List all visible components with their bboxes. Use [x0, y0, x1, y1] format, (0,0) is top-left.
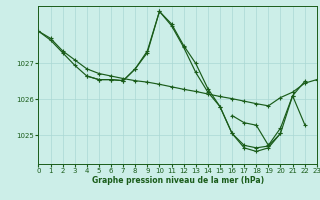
- X-axis label: Graphe pression niveau de la mer (hPa): Graphe pression niveau de la mer (hPa): [92, 176, 264, 185]
